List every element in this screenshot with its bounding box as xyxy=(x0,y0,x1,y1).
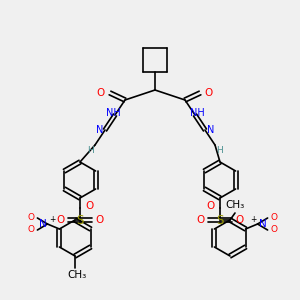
Text: NH: NH xyxy=(106,108,120,118)
Text: O: O xyxy=(204,88,212,98)
Text: H: H xyxy=(216,146,223,155)
Text: N: N xyxy=(259,219,266,229)
Text: S: S xyxy=(216,214,224,226)
Text: O: O xyxy=(197,215,205,225)
Text: O: O xyxy=(85,201,93,211)
Text: O: O xyxy=(271,214,278,223)
Text: N: N xyxy=(39,219,46,229)
Text: NH: NH xyxy=(190,108,204,118)
Text: CH₃: CH₃ xyxy=(225,200,244,210)
Text: O: O xyxy=(235,215,243,225)
Text: N: N xyxy=(207,125,214,135)
Text: +: + xyxy=(50,215,56,224)
Text: O: O xyxy=(57,215,65,225)
Text: N: N xyxy=(96,125,103,135)
Text: CH₃: CH₃ xyxy=(68,270,87,280)
Text: O: O xyxy=(27,226,34,235)
Text: S: S xyxy=(76,214,84,226)
Text: O: O xyxy=(95,215,103,225)
Text: +: + xyxy=(250,215,256,224)
Text: O: O xyxy=(97,88,105,98)
Text: O: O xyxy=(27,214,34,223)
Text: O: O xyxy=(271,226,278,235)
Text: H: H xyxy=(87,146,94,155)
Text: O: O xyxy=(207,201,215,211)
